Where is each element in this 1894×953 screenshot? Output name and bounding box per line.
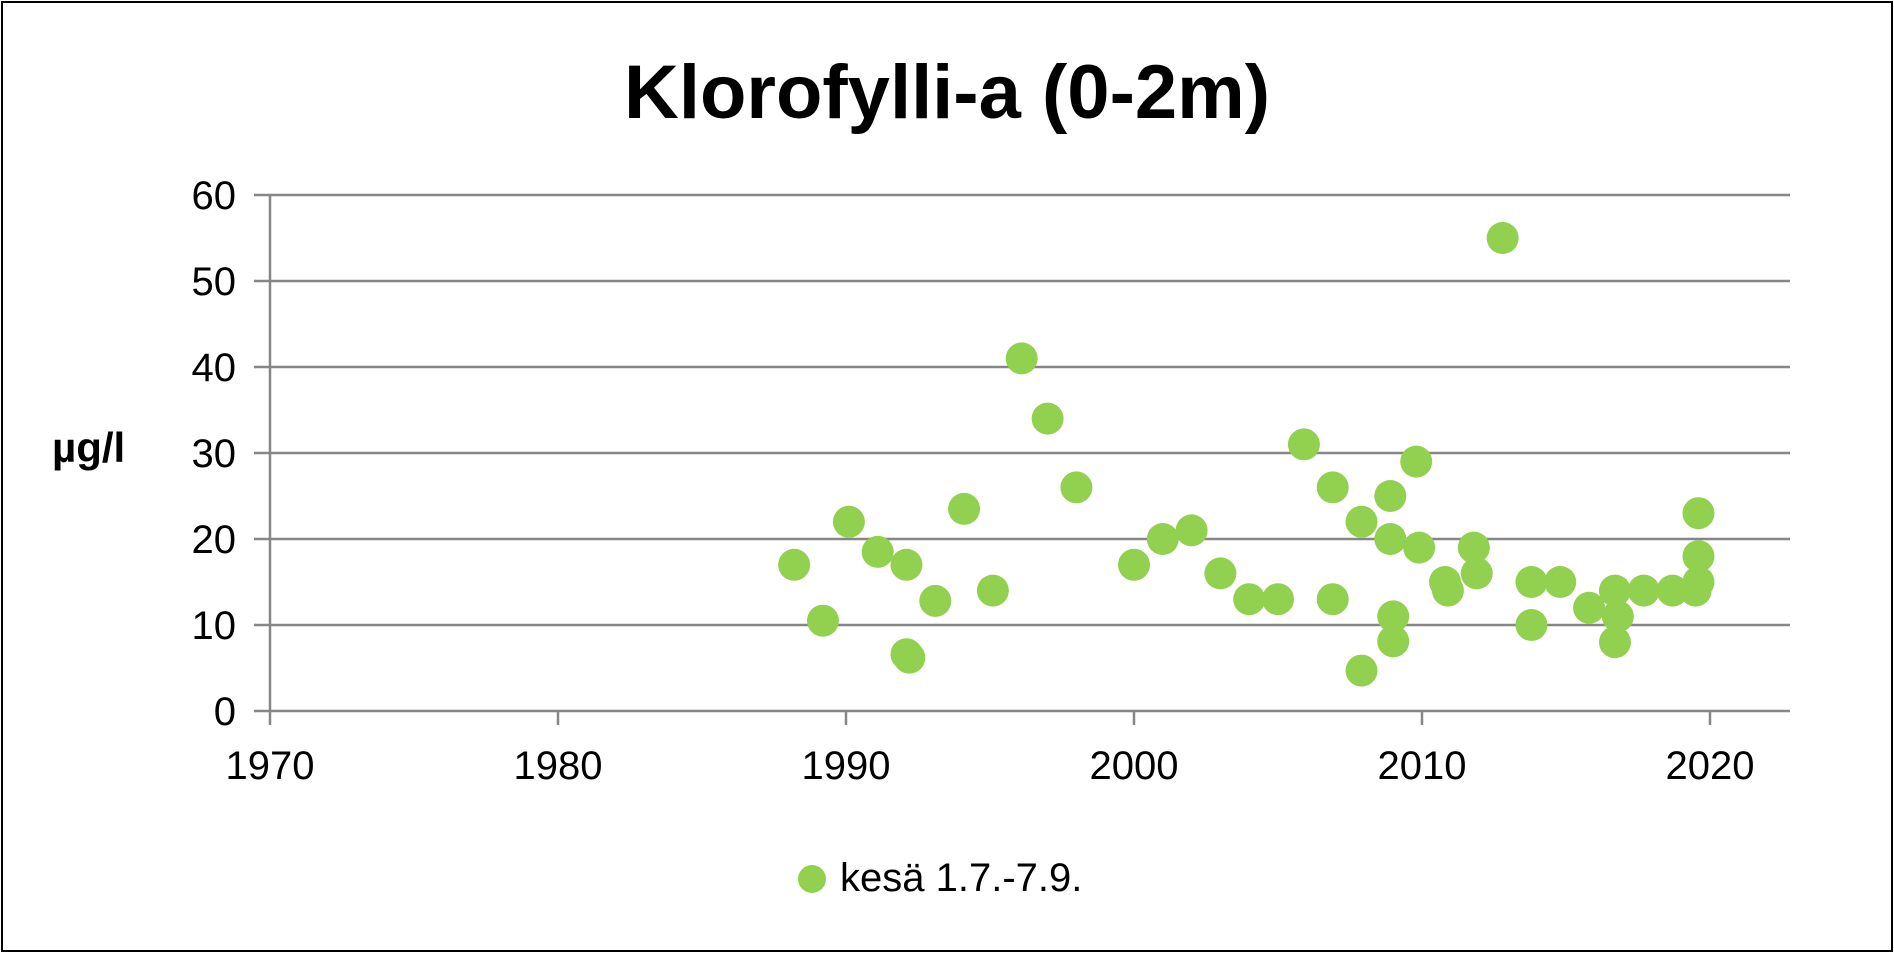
x-tick-label-2000: 2000 bbox=[1090, 744, 1179, 788]
data-point-0-17 bbox=[1233, 583, 1266, 616]
data-point-0-44 bbox=[1682, 497, 1715, 530]
y-tick-label-0: 0 bbox=[214, 690, 236, 734]
data-point-0-39 bbox=[1598, 574, 1631, 607]
data-point-0-27 bbox=[1377, 625, 1410, 658]
data-point-0-10 bbox=[1005, 342, 1038, 375]
data-point-0-11 bbox=[1031, 402, 1064, 435]
data-point-0-38 bbox=[1573, 591, 1606, 624]
data-point-0-12 bbox=[1060, 471, 1093, 504]
data-point-0-16 bbox=[1204, 557, 1237, 590]
data-point-0-19 bbox=[1287, 428, 1320, 461]
data-point-0-36 bbox=[1515, 609, 1548, 641]
legend-marker-icon bbox=[798, 864, 826, 893]
data-point-0-3 bbox=[861, 535, 894, 568]
data-point-0-13 bbox=[1118, 548, 1150, 581]
data-point-0-6 bbox=[893, 641, 926, 674]
data-point-0-26 bbox=[1377, 600, 1410, 633]
data-point-0-4 bbox=[890, 548, 923, 581]
data-point-0-18 bbox=[1262, 583, 1294, 616]
data-point-0-29 bbox=[1403, 531, 1436, 564]
y-tick-label-20: 20 bbox=[192, 518, 237, 562]
data-point-0-2 bbox=[832, 505, 865, 538]
x-tick-label-1980: 1980 bbox=[514, 744, 603, 788]
data-point-0-24 bbox=[1374, 480, 1407, 512]
data-point-0-22 bbox=[1345, 505, 1378, 538]
data-point-0-23 bbox=[1345, 654, 1378, 687]
data-point-0-21 bbox=[1316, 583, 1349, 616]
legend: kesä 1.7.-7.9. bbox=[798, 856, 1082, 901]
y-tick-label-50: 50 bbox=[192, 260, 237, 304]
x-tick-label-1990: 1990 bbox=[802, 744, 891, 788]
data-point-0-8 bbox=[948, 492, 981, 525]
data-point-0-37 bbox=[1544, 566, 1577, 598]
data-point-0-28 bbox=[1400, 445, 1433, 478]
data-point-0-33 bbox=[1460, 557, 1493, 590]
x-tick-label-2010: 2010 bbox=[1378, 744, 1467, 788]
data-point-0-40 bbox=[1601, 600, 1634, 633]
y-tick-label-60: 60 bbox=[192, 174, 237, 218]
data-point-0-45 bbox=[1682, 540, 1715, 573]
data-point-0-25 bbox=[1374, 523, 1407, 555]
y-tick-label-10: 10 bbox=[192, 604, 237, 648]
data-point-0-34 bbox=[1486, 222, 1519, 254]
data-point-0-1 bbox=[806, 604, 839, 637]
data-point-0-20 bbox=[1316, 471, 1349, 504]
data-point-0-35 bbox=[1515, 566, 1548, 598]
data-point-0-32 bbox=[1457, 531, 1490, 564]
x-tick-label-1970: 1970 bbox=[226, 744, 315, 788]
data-point-0-7 bbox=[919, 584, 952, 617]
y-tick-label-40: 40 bbox=[192, 346, 237, 390]
legend-label: kesä 1.7.-7.9. bbox=[840, 856, 1083, 900]
data-point-0-42 bbox=[1627, 574, 1660, 607]
y-axis-label: µg/l bbox=[52, 424, 126, 471]
data-point-0-47 bbox=[1679, 574, 1712, 607]
data-point-0-0 bbox=[778, 548, 811, 581]
x-tick-label-2020: 2020 bbox=[1666, 744, 1755, 788]
data-point-0-14 bbox=[1146, 523, 1179, 555]
data-point-0-31 bbox=[1431, 574, 1464, 607]
data-point-0-9 bbox=[976, 574, 1009, 607]
data-point-0-43 bbox=[1656, 574, 1689, 607]
chart-title: Klorofylli-a (0-2m) bbox=[623, 50, 1271, 135]
data-point-0-41 bbox=[1598, 626, 1631, 659]
data-point-0-15 bbox=[1175, 514, 1208, 547]
y-tick-label-30: 30 bbox=[192, 432, 237, 476]
